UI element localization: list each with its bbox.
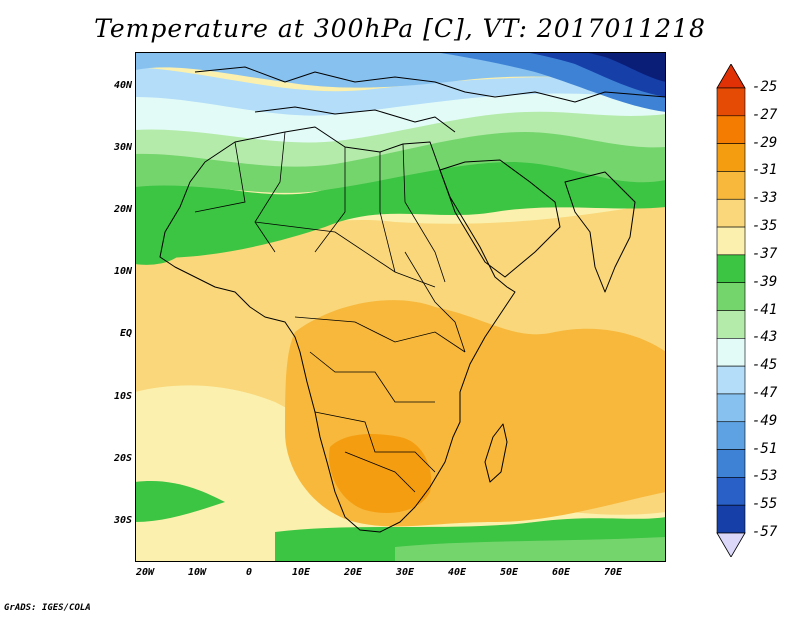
colorbar-box — [716, 338, 746, 367]
colorbar-high-triangle — [716, 64, 746, 89]
shading-north-45 — [135, 67, 666, 116]
colorbar-label: -45 — [752, 357, 778, 374]
colorbar-box — [716, 449, 746, 478]
lon-label: 40E — [447, 567, 467, 578]
lat-label: 40N — [113, 80, 132, 91]
national-borders — [194, 131, 466, 493]
colorbar-label: -53 — [752, 468, 778, 485]
colorbar-label: -55 — [752, 496, 778, 513]
colorbar-label: -51 — [752, 440, 778, 457]
colorbar-label: -57 — [752, 524, 778, 540]
lon-label: 50E — [499, 567, 519, 578]
colorbar-box — [716, 365, 746, 395]
colorbar-label: -49 — [752, 412, 778, 429]
lat-label: EQ — [119, 328, 132, 339]
colorbar-label: -35 — [752, 218, 778, 235]
mediterranean-coastline — [254, 106, 456, 133]
colorbar-box — [716, 282, 746, 311]
colorbar-box — [716, 87, 746, 117]
colorbar-box — [716, 143, 746, 172]
lon-label: 20E — [343, 567, 363, 578]
colorbar-box — [716, 171, 746, 200]
colorbar-label: -41 — [752, 301, 778, 318]
colorbar-label: -31 — [752, 162, 778, 179]
colorbar-label: -29 — [752, 134, 778, 151]
lon-label: 60E — [551, 567, 571, 578]
colorbar-low-triangle — [716, 532, 746, 557]
lat-label: 30S — [113, 515, 132, 526]
colorbar-box — [716, 393, 746, 423]
colorbar-box — [716, 477, 746, 506]
colorbar-box — [716, 254, 746, 283]
shading-west-37 — [135, 211, 185, 265]
shading-south-37 — [135, 481, 225, 522]
shading-south-39 — [395, 537, 666, 562]
africa-coastline — [159, 126, 516, 533]
lat-label: 20N — [113, 204, 132, 215]
europe-coastline — [194, 66, 666, 103]
lon-label: 0 — [245, 567, 253, 578]
shading-north-39 — [135, 126, 666, 193]
india-coastline — [564, 171, 636, 293]
lat-label: 10S — [113, 391, 132, 402]
shading-north-41 — [135, 107, 666, 167]
shading-north-57 — [585, 52, 666, 82]
colorbar-box — [716, 310, 746, 339]
shading-core-29 — [329, 434, 432, 513]
colorbar-box — [716, 226, 746, 256]
colorbar-label: -25 — [752, 79, 778, 95]
lon-label: 70E — [603, 567, 623, 578]
colorbar-box — [716, 421, 746, 450]
colorbar — [716, 64, 746, 557]
colorbar-box — [716, 115, 746, 144]
coastlines — [159, 66, 666, 533]
colorbar-label: -37 — [752, 245, 778, 262]
colorbar-box — [716, 198, 746, 228]
shading-north-43 — [135, 90, 666, 143]
colorbar-label: -47 — [752, 384, 778, 401]
lon-label: 10W — [187, 567, 207, 578]
grads-credit: GrADS: IGES/COLA — [4, 603, 91, 613]
arabia-coastline — [439, 159, 561, 278]
lat-label: 10N — [113, 266, 132, 277]
lon-label: 10E — [291, 567, 311, 578]
lon-label: 20W — [135, 567, 155, 578]
colorbar-label: -43 — [752, 329, 778, 346]
lat-label: 30N — [113, 142, 132, 153]
madagascar-coastline — [484, 423, 508, 483]
temperature-map — [135, 52, 666, 562]
colorbar-label: -33 — [752, 190, 778, 207]
lat-label: 20S — [113, 453, 132, 464]
colorbar-box — [716, 504, 746, 534]
lon-label: 30E — [395, 567, 415, 578]
colorbar-label: -27 — [752, 106, 778, 123]
map-title: Temperature at 300hPa [C], VT: 201701121… — [94, 14, 706, 43]
colorbar-label: -39 — [752, 273, 778, 290]
